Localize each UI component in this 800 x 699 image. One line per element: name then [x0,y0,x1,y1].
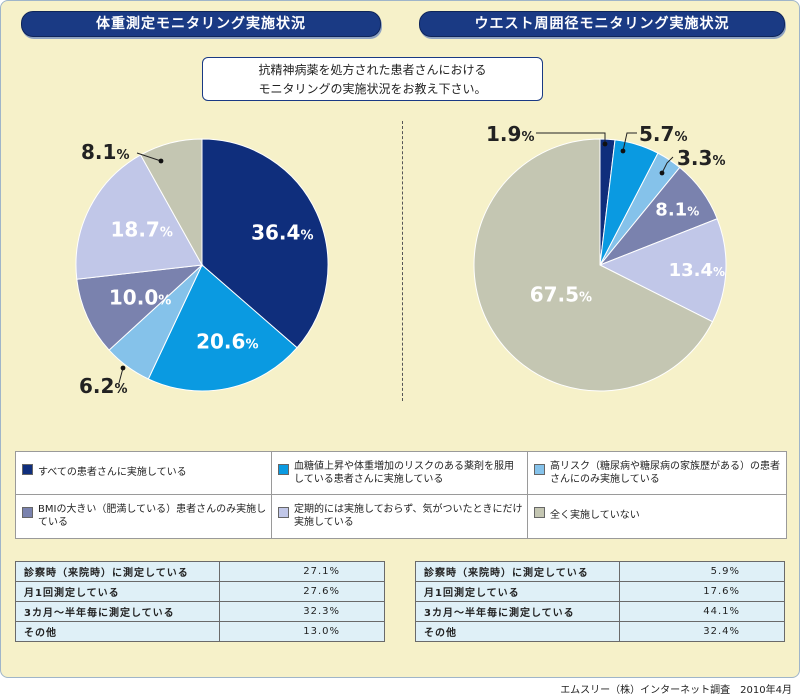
table-row: 診察時（来院時）に測定している 27.1% [15,561,385,582]
slice-label: 8.1% [655,200,699,221]
leader-dot [120,365,126,371]
legend-label: 定期的には実施しておらず、気がついたときにだけ実施している [294,504,523,528]
slice-label-unit: % [245,337,258,352]
question-box: 抗精神病薬を処方された患者さんにおける モニタリングの実施状況をお教え下さい。 [202,57,543,101]
leader-line [536,132,606,144]
legend-swatch [22,464,33,475]
table-row-value: 27.6% [219,581,385,602]
table-row-value: 27.1% [219,561,385,582]
leader-dot [158,158,164,164]
table-row-value: 13.0% [219,621,385,642]
legend-label: 高リスク（糖尿病や糖尿病の家族歴がある）の患者さんにのみ実施している [550,461,780,485]
table-row-label: 診察時（来院時）に測定している [415,561,620,582]
leader-dot [620,148,626,154]
table-row: 月1回測定している 17.6% [415,581,785,602]
legend-item-all: すべての患者さんに実施している [16,452,272,495]
pie-slice [147,264,298,392]
leader-line [118,367,124,384]
leader-line [622,132,637,152]
table-row: 月1回測定している 27.6% [15,581,385,602]
slice-label: 3.3% [677,146,725,170]
legend-item-high-risk: 高リスク（糖尿病や糖尿病の家族歴がある）の患者さんにのみ実施している [528,452,786,495]
left-chart-title: 体重測定モニタリング実施状況 [21,11,381,37]
table-row: その他 13.0% [15,621,385,642]
table-row-label: その他 [15,621,220,642]
legend-swatch [534,507,545,518]
left-measurement-table: 診察時（来院時）に測定している 27.1% 月1回測定している 27.6% 3カ月～… [15,561,385,642]
table-row: 3カ月～半年毎に測定している 44.1% [415,601,785,622]
figure-frame: 体重測定モニタリング実施状況 ウエスト周囲径モニタリング実施状況 抗精神病薬を処… [0,0,800,678]
table-row-value: 5.9% [619,561,785,582]
legend-item-periodic: 定期的には実施しておらず、気がついたときにだけ実施している [272,495,528,538]
legend-swatch [278,507,289,518]
slice-label-unit: % [712,154,725,169]
pie-slice [598,218,727,323]
table-row-label: 月1回測定している [15,581,220,602]
slice-label-unit: % [160,225,173,240]
slice-label-unit: % [687,205,699,219]
legend-swatch [534,464,545,475]
slice-label: 8.1% [81,140,129,164]
slice-label: 1.9% [486,122,534,146]
pie-charts: 36.4%20.6%6.2%10.0%18.7%8.1% 1.9% 5.7%3.3%… [75,122,727,398]
table-row-value: 32.3% [219,601,385,622]
legend-label: 全く実施していない [550,510,640,521]
legend-label: すべての患者さんに実施している [38,467,187,478]
slice-label-unit: % [158,293,171,308]
leader-line [136,152,162,162]
pie-slice [473,138,714,392]
slice-label-unit: % [713,265,725,279]
slice-label-unit: % [674,130,687,145]
table-row-value: 17.6% [619,581,785,602]
table-row-label: その他 [415,621,620,642]
legend: すべての患者さんに実施している 血糖値上昇や体重増加のリスクのある薬剤を服用して… [15,451,787,539]
pie-slice [76,264,204,351]
legend-label: BMIの大きい（肥満している）患者さんのみ実施している [38,504,267,528]
table-row-value: 32.4% [619,621,785,642]
table-row-label: 診察時（来院時）に測定している [15,561,220,582]
slice-label: 13.4% [669,260,725,281]
leader-line [661,156,674,174]
table-row-value: 44.1% [619,601,785,622]
table-row-label: 3カ月～半年毎に測定している [15,601,220,622]
question-line-1: 抗精神病薬を処方された患者さんにおける [258,63,487,77]
legend-swatch [278,464,289,475]
pie-slice [139,138,203,267]
waist-monitoring-pie: 1.9% 5.7%3.3%8.1%13.4%67.5% [473,122,727,392]
slice-label-unit: % [114,382,127,397]
pie-slice [201,138,329,349]
slice-label: 5.7% [639,122,687,146]
table-row: 診察時（来院時）に測定している 5.9% [415,561,785,582]
weight-monitoring-pie: 36.4%20.6%6.2%10.0%18.7%8.1% [75,138,329,398]
legend-swatch [22,507,33,518]
legend-item-bmi: BMIの大きい（肥満している）患者さんのみ実施している [16,495,272,538]
table-row: 3カ月～半年毎に測定している 32.3% [15,601,385,622]
table-row-label: 月1回測定している [415,581,620,602]
legend-item-risk: 血糖値上昇や体重増加のリスクのある薬剤を服用している患者さんに実施している [272,452,528,495]
question-line-2: モニタリングの実施状況をお教え下さい。 [258,82,487,96]
leader-dot [602,141,608,147]
right-chart-title: ウエスト周囲径モニタリング実施状況 [419,11,785,37]
slice-label-unit: % [579,291,592,306]
pie-slice [75,154,203,280]
right-measurement-table: 診察時（来院時）に測定している 5.9% 月1回測定している 17.6% 3カ月～半… [415,561,785,642]
leader-dot [659,170,665,176]
chart-divider [402,121,403,401]
slice-label-unit: % [521,130,534,145]
source-credit: エムスリー（株）インターネット調査 2010年4月 [560,685,792,696]
legend-item-none: 全く実施していない [528,495,786,538]
slice-label-unit: % [116,148,129,163]
legend-label: 血糖値上昇や体重増加のリスクのある薬剤を服用している患者さんに実施している [294,461,514,485]
table-row-label: 3カ月～半年毎に測定している [415,601,620,622]
slice-label-unit: % [300,229,313,244]
table-row: その他 32.4% [415,621,785,642]
